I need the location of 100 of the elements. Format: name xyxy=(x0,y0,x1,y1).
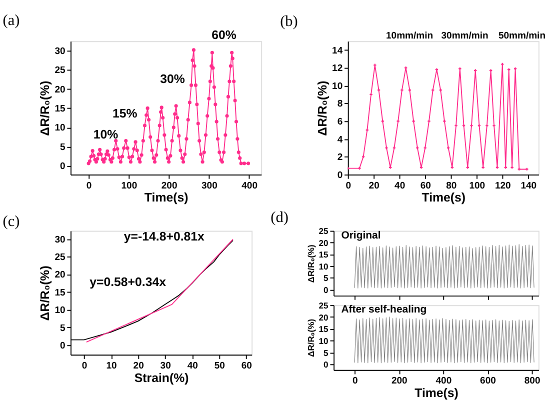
annotation: y=0.58+0.34x xyxy=(90,275,166,290)
point xyxy=(486,124,488,127)
y-tick-label: 5 xyxy=(60,142,66,153)
point xyxy=(408,88,412,92)
x-tick-label: 0 xyxy=(82,360,88,372)
y-axis-title: ΔR/R₀(%) xyxy=(38,80,52,136)
annotation: After self-healing xyxy=(341,304,427,316)
point xyxy=(478,124,481,127)
x-tick-label: 600 xyxy=(480,376,496,387)
y-tick-label: 0 xyxy=(60,340,66,352)
point xyxy=(489,69,492,72)
x-tick-label: 400 xyxy=(242,180,258,192)
text: 10mm/min xyxy=(386,30,434,42)
annotation: 10% xyxy=(93,127,118,142)
x-axis-title: Time(s) xyxy=(414,386,458,400)
point xyxy=(482,166,484,169)
point xyxy=(358,166,361,170)
y-tick-label: 15 xyxy=(318,324,329,334)
y-tick-label: 10 xyxy=(54,122,66,134)
chart-title: (a) xyxy=(2,12,20,29)
x-axis-title: Time(s) xyxy=(422,190,466,205)
point xyxy=(458,67,462,70)
y-tick-label: 10 xyxy=(332,80,343,92)
x-tick-label: 20 xyxy=(368,180,380,192)
point xyxy=(454,124,458,127)
x-tick-label: 800 xyxy=(524,376,540,387)
point xyxy=(510,166,514,169)
point xyxy=(366,128,369,132)
chart-title: (b) xyxy=(280,12,298,30)
point xyxy=(377,88,380,92)
x-tick-label: 120 xyxy=(494,180,511,192)
x-tick-label: 0 xyxy=(86,180,92,192)
point xyxy=(492,124,496,127)
y-axis-title: ΔR/R₀(%) xyxy=(306,244,316,283)
x-tick-label: 140 xyxy=(520,180,537,192)
point xyxy=(439,88,442,92)
x-tick-label: 60 xyxy=(241,360,252,372)
x-tick-label: 100 xyxy=(121,180,138,192)
text: 50mm/min xyxy=(498,30,546,42)
x-tick-label: 20 xyxy=(133,360,144,372)
y-tick-label: 5 xyxy=(60,322,66,334)
annotation: 15% xyxy=(112,106,138,120)
x-tick-label: 400 xyxy=(436,376,452,387)
y-axis-title: ΔR/R₀(%) xyxy=(315,80,330,136)
point xyxy=(450,166,454,169)
x-tick-label: 30 xyxy=(160,360,171,372)
x-tick-label: 0 xyxy=(346,180,351,192)
y-tick-label: 20 xyxy=(318,312,329,322)
y-tick-label: 5 xyxy=(324,348,329,358)
point xyxy=(501,62,504,66)
y-tick-label: 20 xyxy=(318,238,329,248)
point xyxy=(432,88,434,92)
y-tick-label: 25 xyxy=(54,252,66,263)
point xyxy=(496,166,499,169)
y-tick-label: 12 xyxy=(332,63,343,74)
point xyxy=(412,120,415,123)
point xyxy=(466,166,469,169)
line-series xyxy=(348,62,528,171)
y-tick-label: 5 xyxy=(324,273,329,284)
point xyxy=(420,166,423,169)
y-tick-label: 10 xyxy=(318,261,329,272)
point xyxy=(504,166,507,169)
point xyxy=(400,88,404,92)
y-tick-label: 25 xyxy=(54,65,66,76)
point xyxy=(514,67,517,70)
point xyxy=(508,68,510,71)
point xyxy=(428,120,430,123)
x-tick-label: 40 xyxy=(187,360,198,372)
x-tick-label: 50 xyxy=(214,360,225,372)
annotation: 30% xyxy=(160,72,185,86)
y-tick-label: 25 xyxy=(318,300,329,310)
x-tick-label: 100 xyxy=(469,180,486,192)
chart-title: (d) xyxy=(270,209,288,226)
y-tick-label: 15 xyxy=(318,250,329,260)
point xyxy=(362,155,365,158)
y-tick-label: 4 xyxy=(337,134,344,146)
y-axis-title: ΔR/R₀(%) xyxy=(306,318,316,358)
y-tick-label: 8 xyxy=(337,98,343,110)
y-tick-label: 0 xyxy=(324,284,329,295)
y-tick-label: 14 xyxy=(332,45,344,56)
point xyxy=(474,69,477,72)
point xyxy=(462,124,466,127)
chart-title: (c) xyxy=(2,213,20,230)
x-tick-label: 40 xyxy=(394,180,406,192)
x-tick-label: 80 xyxy=(446,180,457,192)
point xyxy=(392,146,396,150)
x-tick-label: 60 xyxy=(420,180,431,192)
line-series xyxy=(354,244,534,288)
y-tick-label: 0 xyxy=(60,161,66,172)
x-tick-label: 300 xyxy=(202,180,218,192)
point xyxy=(470,124,473,127)
y-tick-label: 6 xyxy=(337,116,343,128)
x-axis-title: Strain(%) xyxy=(134,370,189,385)
annotation: 60% xyxy=(212,28,236,42)
y-tick-label: 30 xyxy=(54,234,66,246)
y-tick-label: 20 xyxy=(54,270,66,281)
point xyxy=(396,120,400,123)
y-tick-label: 15 xyxy=(54,104,66,115)
y-tick-label: 30 xyxy=(54,46,66,58)
y-tick-label: 15 xyxy=(54,287,66,298)
